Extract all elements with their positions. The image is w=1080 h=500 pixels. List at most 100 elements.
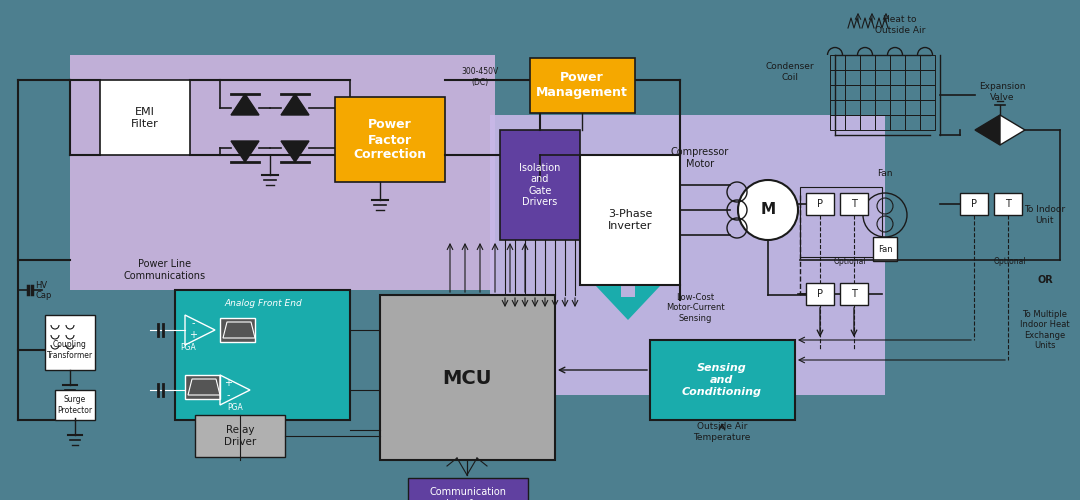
Text: To Indoor
Unit: To Indoor Unit xyxy=(1025,206,1066,225)
Text: T: T xyxy=(1005,199,1011,209)
Bar xyxy=(905,100,920,115)
Bar xyxy=(500,130,580,240)
Text: Optional: Optional xyxy=(834,258,866,266)
Polygon shape xyxy=(281,141,309,162)
Text: Optional: Optional xyxy=(994,258,1026,266)
Bar xyxy=(860,115,875,130)
Text: P: P xyxy=(971,199,977,209)
Polygon shape xyxy=(188,379,220,395)
Text: Power Line
Communications: Power Line Communications xyxy=(124,259,206,281)
Text: (DC): (DC) xyxy=(472,78,488,86)
Text: MCU: MCU xyxy=(442,368,491,388)
Bar xyxy=(890,100,905,115)
Bar xyxy=(994,193,1022,215)
Bar xyxy=(380,295,555,460)
Bar xyxy=(920,55,935,70)
Text: Fan: Fan xyxy=(878,244,892,254)
Polygon shape xyxy=(281,94,309,115)
Bar xyxy=(55,390,95,420)
Text: OR: OR xyxy=(1037,275,1053,285)
Bar xyxy=(845,70,860,85)
Bar xyxy=(530,58,635,113)
Bar xyxy=(840,283,868,305)
Bar xyxy=(875,85,890,100)
Text: Cap: Cap xyxy=(35,290,52,300)
Bar xyxy=(920,115,935,130)
Text: 300-450V: 300-450V xyxy=(461,68,499,76)
Text: M: M xyxy=(760,202,775,218)
Polygon shape xyxy=(1000,115,1025,145)
Bar xyxy=(335,97,445,182)
Bar xyxy=(845,85,860,100)
Bar xyxy=(175,290,350,420)
Text: Fan: Fan xyxy=(877,168,893,177)
Bar xyxy=(831,70,845,85)
Bar xyxy=(195,415,285,457)
Bar xyxy=(840,193,868,215)
Text: Communication
Interface: Communication Interface xyxy=(430,487,507,500)
Text: Power
Management: Power Management xyxy=(536,71,627,99)
Bar xyxy=(905,55,920,70)
Bar xyxy=(920,85,935,100)
Bar xyxy=(185,375,220,399)
Text: Compressor
Motor: Compressor Motor xyxy=(671,147,729,169)
Text: P: P xyxy=(816,289,823,299)
Text: -: - xyxy=(226,390,230,400)
Bar xyxy=(920,70,935,85)
Bar xyxy=(905,70,920,85)
Bar xyxy=(845,115,860,130)
Bar xyxy=(70,55,495,290)
Polygon shape xyxy=(975,115,1000,145)
Bar xyxy=(580,155,680,285)
Text: Heat to
Outside Air: Heat to Outside Air xyxy=(875,16,926,34)
Polygon shape xyxy=(231,141,259,162)
Text: Surge
Protector: Surge Protector xyxy=(57,396,93,414)
Bar xyxy=(45,315,95,370)
Text: Power
Factor
Correction: Power Factor Correction xyxy=(353,118,427,162)
Text: PGA: PGA xyxy=(180,344,195,352)
Bar xyxy=(890,85,905,100)
Bar xyxy=(100,80,190,155)
Bar xyxy=(860,70,875,85)
Text: +: + xyxy=(224,378,232,388)
Polygon shape xyxy=(222,322,255,338)
Bar xyxy=(650,340,795,420)
Bar xyxy=(875,100,890,115)
Bar xyxy=(490,115,885,395)
Text: P: P xyxy=(816,199,823,209)
Bar xyxy=(890,115,905,130)
Text: T: T xyxy=(851,289,856,299)
Bar xyxy=(800,187,882,257)
Bar xyxy=(845,55,860,70)
Bar xyxy=(960,193,988,215)
Text: Sensing
and
Conditioning: Sensing and Conditioning xyxy=(681,364,762,396)
Bar xyxy=(806,193,834,215)
Bar xyxy=(831,55,845,70)
Text: Coupling
Transformer: Coupling Transformer xyxy=(46,340,93,359)
Bar xyxy=(873,237,897,261)
Bar xyxy=(860,55,875,70)
Bar xyxy=(831,100,845,115)
Circle shape xyxy=(738,180,798,240)
Text: EMI
Filter: EMI Filter xyxy=(131,107,159,129)
Bar xyxy=(860,100,875,115)
Bar xyxy=(905,85,920,100)
Text: Analog Front End: Analog Front End xyxy=(225,298,302,308)
Bar xyxy=(920,100,935,115)
Bar xyxy=(220,318,255,342)
Text: T: T xyxy=(851,199,856,209)
Bar xyxy=(890,70,905,85)
Text: -: - xyxy=(191,318,194,328)
Text: Low-Cost
Motor-Current
Sensing: Low-Cost Motor-Current Sensing xyxy=(665,293,725,323)
Bar xyxy=(875,55,890,70)
Bar xyxy=(890,55,905,70)
Polygon shape xyxy=(596,286,660,320)
Text: Expansion
Valve: Expansion Valve xyxy=(978,82,1025,102)
Bar xyxy=(845,100,860,115)
Text: +: + xyxy=(189,330,197,340)
Text: Outside Air
Temperature: Outside Air Temperature xyxy=(693,422,751,442)
Text: To Multiple
Indoor Heat
Exchange
Units: To Multiple Indoor Heat Exchange Units xyxy=(1021,310,1070,350)
Text: PGA: PGA xyxy=(227,404,243,412)
Bar xyxy=(408,478,528,500)
Bar xyxy=(831,115,845,130)
